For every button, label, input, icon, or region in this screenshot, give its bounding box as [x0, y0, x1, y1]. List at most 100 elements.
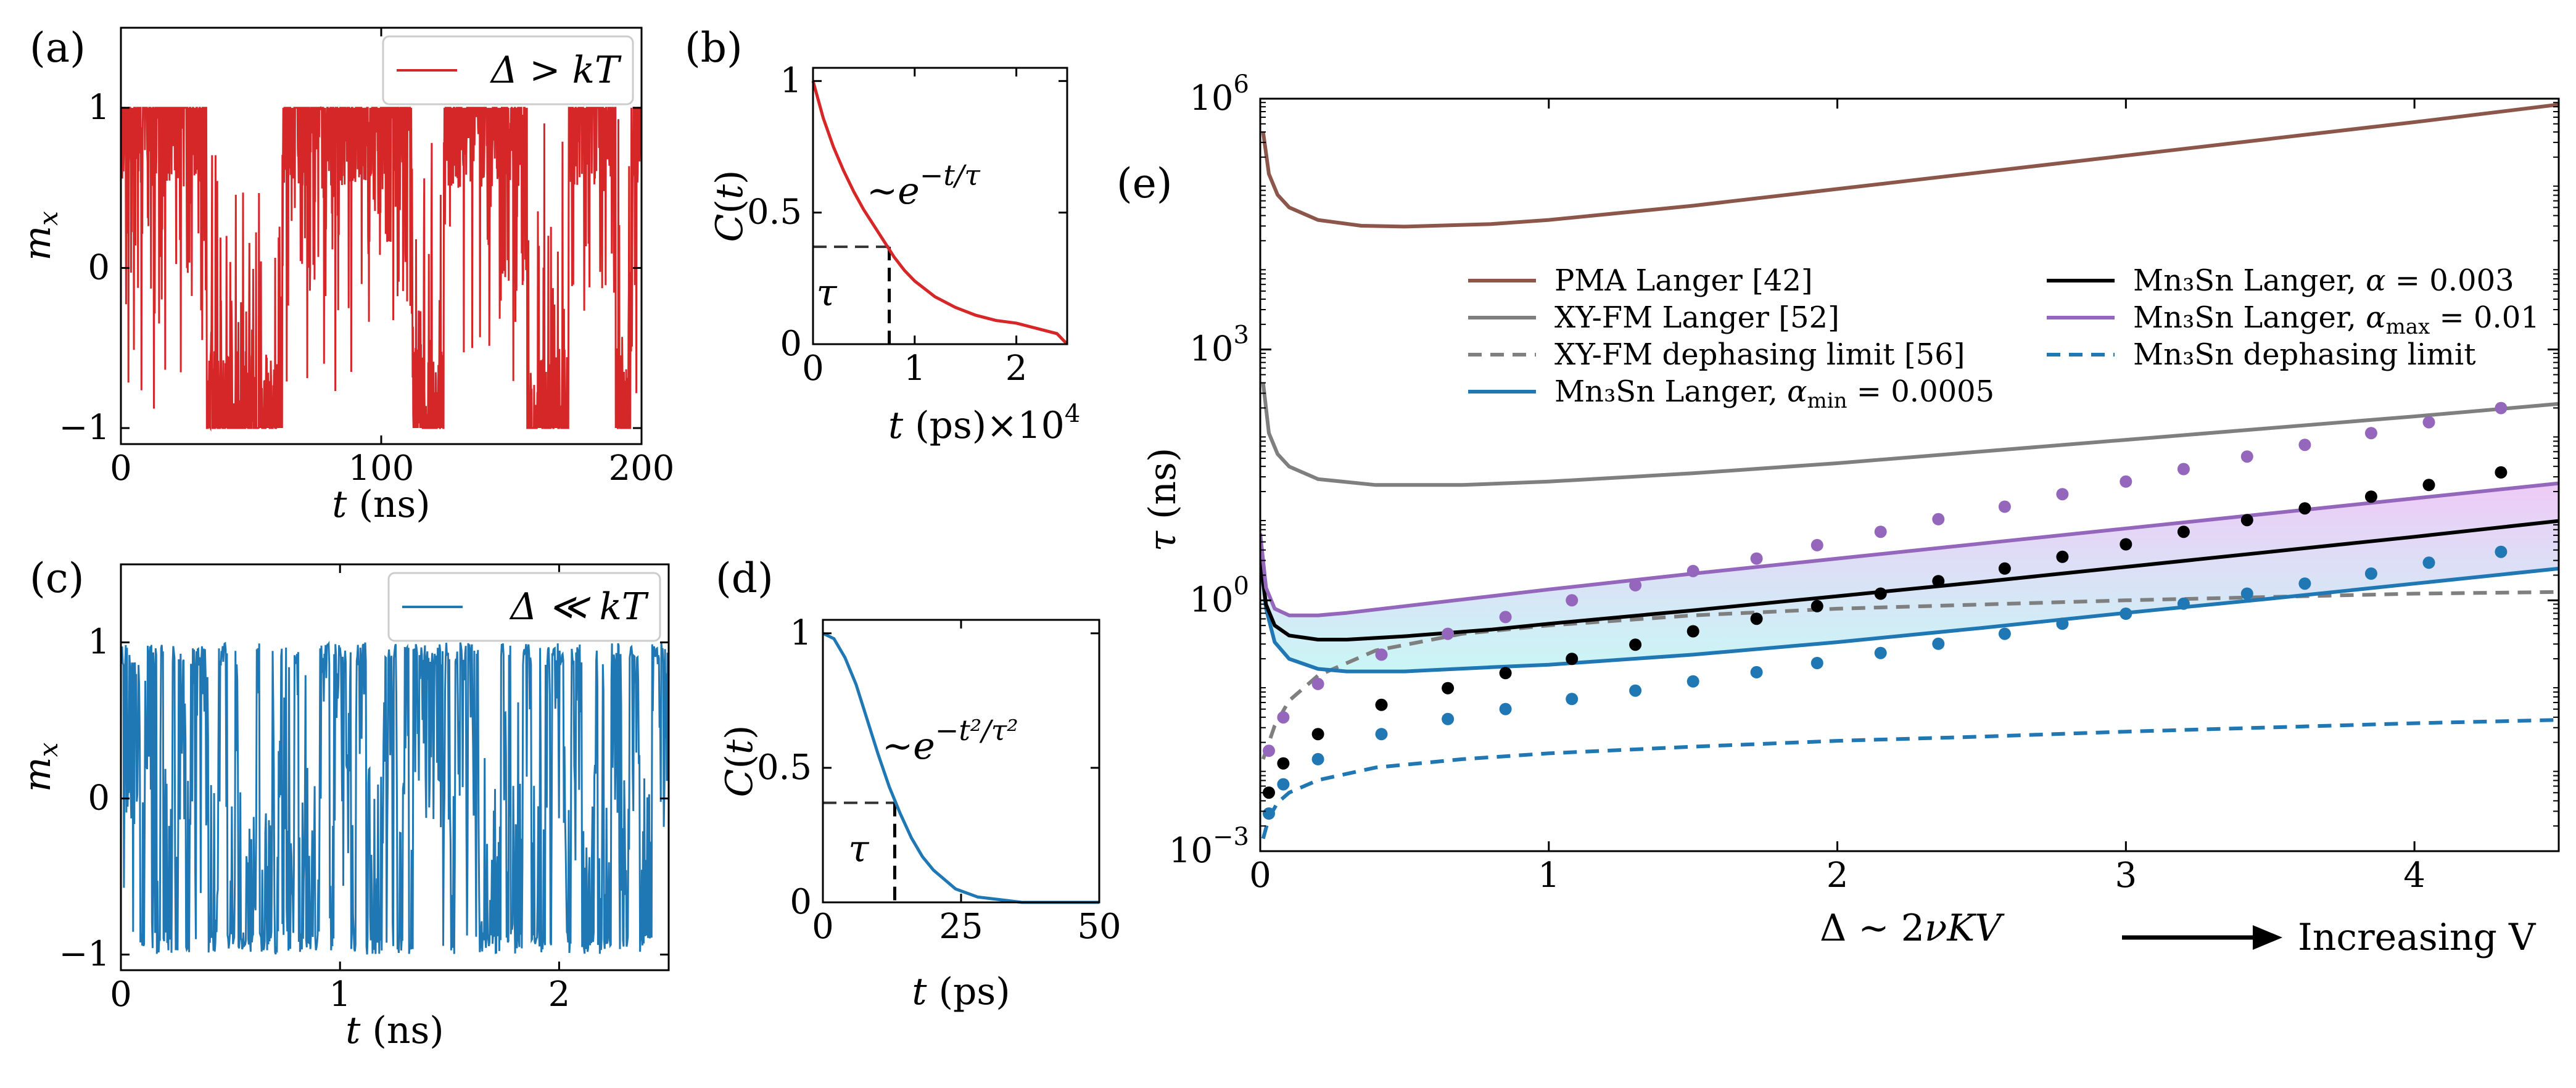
- panel-c-xlabel-var: t: [345, 1009, 361, 1052]
- panel-e-scatter-point: [1810, 657, 1823, 669]
- panel-c: 0 1 210−1t (ns)mxΔ ≪ kT: [16, 563, 670, 1052]
- panel-e-scatter-point: [2422, 416, 2435, 429]
- panel-b-frame: [812, 67, 1068, 345]
- panel-d-ytick-label: 0.5: [757, 748, 812, 788]
- panel-e-ylabel-unit: (ns): [1141, 448, 1184, 531]
- panel-e-series-line: [1261, 102, 2559, 229]
- panel-e-scatter-point: [1932, 637, 1945, 650]
- panel-e-ytick-label: 100: [1189, 572, 1249, 620]
- panel-b-xlabel-unit: (ps)×10: [903, 404, 1065, 447]
- panel-b-xlabel-t: t: [888, 404, 904, 447]
- panel-e-scatter-point: [1874, 646, 1887, 659]
- panel-a-xtick-label: 200: [609, 448, 675, 488]
- panel-d-ytick-label: 1: [790, 613, 812, 653]
- legend-text-post: = 0.01: [2430, 300, 2540, 335]
- panel-e-xtick-label: 3: [2115, 855, 2137, 896]
- panel-c-xlabel-unit: (ns): [360, 1009, 444, 1052]
- legend-text-post: = 0.003: [2386, 263, 2514, 298]
- panel-d-annotation-exponent: −t²/τ²: [935, 714, 1018, 747]
- panel-e-scatter-point: [2495, 402, 2508, 414]
- panel-e-scatter-point: [1998, 500, 2011, 513]
- panel-a-ytick-label: −1: [59, 408, 110, 448]
- panel-e-scatter-point: [2240, 450, 2253, 463]
- panel-e-shaded-region: [1260, 483, 2559, 672]
- panel-e-arrow-head: [2253, 925, 2282, 950]
- panel-e-scatter-point: [2177, 525, 2190, 538]
- panel-e-scatter-point: [1810, 600, 1823, 612]
- panel-b: 0 1 200.51τ~e−t/τC(t)t (ps)×104: [708, 60, 1080, 447]
- panel-e-scatter-point: [1375, 698, 1388, 711]
- panel-e-scatter-point: [2120, 475, 2132, 488]
- panel-e-scatter-point: [1566, 594, 1579, 607]
- panel-e-scatter-point: [1686, 625, 1699, 638]
- legend-text-alpha: α: [2366, 263, 2385, 298]
- panel-a-ytick-label: 1: [88, 88, 110, 128]
- panel-e-scatter-point: [1932, 513, 1945, 525]
- panel-e-scatter-point: [1750, 612, 1763, 625]
- panel-e-scatter-point: [1810, 538, 1823, 551]
- panel-c-ylabel-sub: x: [33, 742, 64, 757]
- legend-text-alpha: α: [2366, 300, 2385, 335]
- panel-e-scatter-point: [2364, 567, 2377, 580]
- panel-b-ylabel-open: (: [708, 199, 751, 213]
- panel-b-corr-line: [811, 80, 1068, 345]
- panel-b-tau-label: τ: [816, 271, 837, 315]
- panel-e-legend-label: Mn₃Sn Langer, αmax = 0.01: [2133, 300, 2540, 339]
- panel-b-xtick-label: 0: [802, 348, 824, 389]
- panel-e-scatter-point: [2177, 463, 2190, 476]
- panel-d-xtick-label: 25: [939, 907, 983, 947]
- panel-c-legend-box: [387, 572, 661, 642]
- panel-e-scatter-point: [2056, 488, 2069, 501]
- panel-e-xtick-label: 1: [1538, 855, 1560, 896]
- panel-b-xtick-label: 2: [1005, 348, 1028, 389]
- panel-b-ytick-label: 0.5: [747, 192, 802, 233]
- panel-e-scatter-point: [2422, 556, 2435, 569]
- panel-e-scatter-point: [1311, 677, 1324, 690]
- panel-e-ytick-label: 10−3: [1169, 823, 1249, 871]
- panel-e-scatter-point: [2240, 514, 2253, 527]
- legend-text-pre: Mn₃Sn Langer,: [2133, 263, 2366, 298]
- panel-e-scatter-point: [2240, 587, 2253, 600]
- panel-e-ytick-base: 10: [1189, 580, 1233, 620]
- panel-e-scatter-point: [2495, 466, 2508, 479]
- panel-c-tag: (c): [30, 554, 84, 602]
- panel-a-xlabel-var: t: [332, 483, 347, 526]
- panel-e-tag: (e): [1117, 160, 1173, 207]
- panel-e-scatter-point: [1686, 675, 1699, 688]
- panel-e-scatter-point: [1442, 712, 1455, 725]
- panel-e-series-line: [1261, 718, 2559, 839]
- panel-e-scatter-point: [2177, 597, 2190, 610]
- panel-e-scatter-point: [1263, 807, 1275, 820]
- panel-e-scatter-point: [2056, 550, 2069, 563]
- panel-e-scatter-point: [1998, 627, 2011, 640]
- panel-e-ytick-exp: 3: [1234, 321, 1249, 350]
- panel-c-ytick-label: 0: [88, 778, 110, 818]
- panel-e-scatter-point: [1686, 564, 1699, 577]
- panel-e-scatter-point: [2364, 427, 2377, 440]
- panel-e-scatter-point: [2422, 479, 2435, 492]
- panel-e-scatter-point: [1375, 648, 1388, 661]
- panel-e-scatter-point: [1277, 711, 1290, 724]
- legend-text-alpha: α: [1787, 374, 1807, 409]
- panel-a-xtick-label: 0: [110, 448, 132, 488]
- panel-d-annotation-e: e: [913, 725, 935, 768]
- panel-b-ytick-label: 1: [780, 60, 802, 101]
- panel-e-scatter-point: [1442, 627, 1455, 640]
- panel-e-ytick-base: 10: [1189, 329, 1233, 369]
- panel-e-xlabel: Δ ~ 2νKV: [1820, 907, 2005, 950]
- panel-a-ylabel-m: m: [16, 226, 59, 261]
- panel-e-xtick-label: 4: [2403, 855, 2425, 896]
- panel-b-ylabel: C(t): [708, 170, 751, 242]
- panel-c-xtick-label: 1: [329, 975, 351, 1015]
- panel-e-scatter-point: [2056, 617, 2069, 630]
- panel-e-xlabel-delta: Δ ~ 2: [1820, 907, 1925, 950]
- panel-e-scatter-point: [1277, 778, 1290, 791]
- panel-e-scatter-point: [1499, 611, 1512, 624]
- panel-b-annotation: ~e−t/τ: [867, 159, 981, 213]
- panel-d-ylabel-t: t: [718, 739, 761, 754]
- panel-e-legend-label: Mn₃Sn Langer, α = 0.003: [2133, 263, 2514, 298]
- panel-d-tau-label: τ: [848, 828, 869, 871]
- panel-b-ylabel-t: t: [708, 184, 751, 199]
